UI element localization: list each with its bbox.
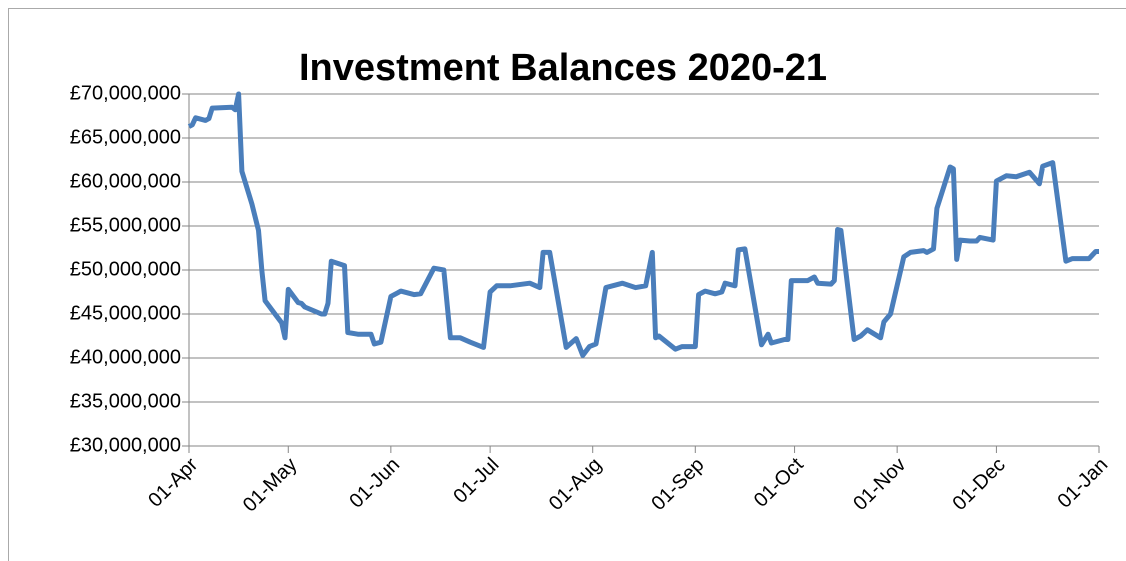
x-tick-label: 01-Jul [449, 454, 503, 508]
x-tick-label: 01-Sep [647, 454, 708, 515]
data-line [187, 91, 1099, 358]
y-tick-label: £55,000,000 [70, 214, 181, 236]
y-tick-label: £45,000,000 [70, 302, 181, 324]
chart-title: Investment Balances 2020-21 [299, 47, 827, 89]
x-tick-label: 01-Apr [144, 453, 202, 511]
x-tick-label: 01-Jan [1053, 454, 1112, 513]
x-tick-label: 01-Nov [849, 454, 910, 515]
y-tick-label: £40,000,000 [70, 346, 181, 368]
x-tick-label: 01-Aug [545, 454, 606, 515]
y-tick-label: £70,000,000 [70, 82, 181, 104]
y-tick-label: £30,000,000 [70, 434, 181, 456]
x-tick-label: 01-Jun [345, 454, 404, 513]
x-tick-label: 01-Oct [750, 453, 808, 511]
x-tick-label: 01-Dec [949, 454, 1010, 515]
x-tick-label: 01-May [239, 454, 302, 517]
y-tick-label: £65,000,000 [70, 126, 181, 148]
y-tick-label: £60,000,000 [70, 170, 181, 192]
y-tick-label: £50,000,000 [70, 258, 181, 280]
y-tick-label: £35,000,000 [70, 390, 181, 412]
frame [8, 8, 1126, 561]
